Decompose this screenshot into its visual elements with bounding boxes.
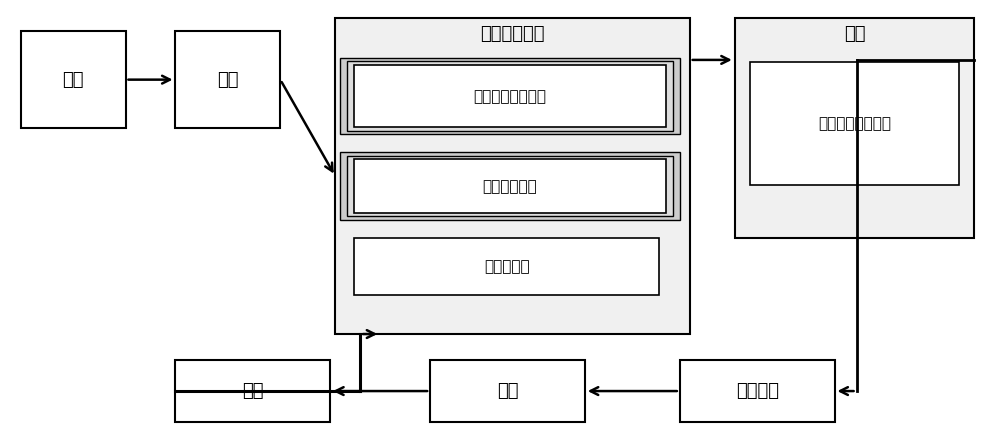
Text: 读寄存器: 读寄存器 [736,382,779,400]
Bar [175,31,280,128]
Bar [340,58,680,135]
Bar [354,238,659,294]
Text: 寄存器重命名: 寄存器重命名 [480,25,545,43]
Text: 提交: 提交 [242,382,264,400]
Text: 执行: 执行 [497,382,518,400]
Bar [680,360,835,422]
Bar [21,31,126,128]
Text: 飞行记分牌屏蔽位: 飞行记分牌屏蔽位 [818,116,891,131]
Text: 发射: 发射 [844,25,865,43]
Bar [735,18,974,238]
Text: 取指: 取指 [62,71,84,88]
Bar [750,62,959,185]
Bar [347,61,673,131]
Text: 译码: 译码 [217,71,239,88]
Bar [347,155,673,216]
Bar [175,360,330,422]
Bar [354,159,666,213]
Bar [340,152,680,220]
Bar [335,18,690,334]
Bar [354,65,666,128]
Text: 线程控制列表: 线程控制列表 [483,179,537,194]
Bar [430,360,585,422]
Text: 线程寄存器映射表: 线程寄存器映射表 [473,89,546,104]
Text: 总空闲列表: 总空闲列表 [484,260,530,275]
